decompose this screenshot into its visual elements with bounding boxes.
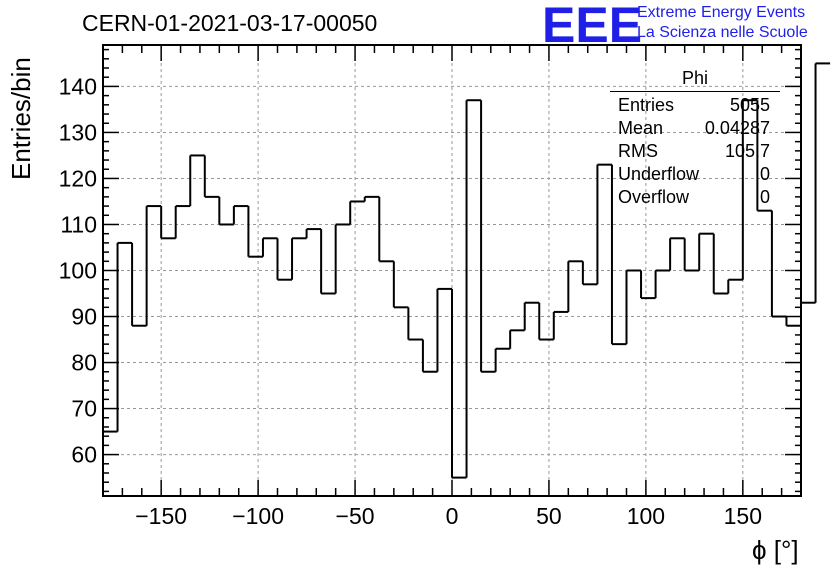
stats-title: Phi (610, 68, 780, 92)
y-tick-label: 130 (59, 119, 97, 145)
y-tick-label: 80 (71, 350, 97, 376)
tick-labels: −150 −100 −50 0 50 100 150 60 70 80 90 100 110 120 130… (59, 73, 762, 529)
stats-label: Overflow (618, 187, 690, 207)
stats-value: 105.7 (724, 141, 770, 161)
stats-row-mean: Mean 0.04287 (610, 117, 780, 140)
stats-value: 0 (759, 187, 770, 207)
x-tick-label: 100 (627, 503, 665, 529)
stats-label: RMS (618, 141, 658, 161)
stats-row-underflow: Underflow 0 (610, 163, 780, 186)
x-tick-label: 0 (446, 503, 459, 529)
x-tick-label: −150 (135, 503, 187, 529)
stats-row-entries: Entries 5055 (610, 94, 780, 117)
stats-label: Entries (618, 95, 675, 115)
stats-row-rms: RMS 105.7 (610, 140, 780, 163)
stats-value: 5055 (729, 95, 770, 115)
stats-row-overflow: Overflow 0 (610, 186, 780, 209)
stats-value: 0.04287 (704, 118, 770, 138)
y-tick-label: 110 (60, 211, 97, 237)
y-tick-label: 70 (71, 396, 97, 422)
eee-logo: EEE (542, 0, 643, 53)
x-tick-label: −50 (336, 503, 375, 529)
logo-line-1: Extreme Energy Events (637, 4, 806, 21)
x-tick-label: −100 (232, 503, 284, 529)
stats-box: Phi Entries 5055 Mean 0.04287 RMS 105.7 … (610, 68, 780, 209)
y-axis-label: Entries/bin (6, 57, 36, 180)
y-tick-label: 140 (59, 73, 97, 99)
logo-line-2: La Scienza nelle Scuole (637, 24, 808, 41)
x-axis-label: ϕ [°] (752, 535, 799, 565)
stats-value: 0 (759, 164, 770, 184)
stats-label: Mean (618, 118, 664, 138)
stats-label: Underflow (618, 164, 700, 184)
axis-ticks (102, 45, 802, 496)
y-tick-label: 120 (59, 165, 97, 191)
y-tick-label: 60 (71, 442, 97, 468)
y-tick-label: 100 (59, 258, 97, 284)
x-tick-label: 150 (724, 503, 762, 529)
run-title: CERN-01-2021-03-17-00050 (82, 10, 378, 36)
x-tick-label: 50 (536, 503, 562, 529)
y-tick-label: 90 (71, 304, 97, 330)
histogram-bars (103, 62, 831, 479)
